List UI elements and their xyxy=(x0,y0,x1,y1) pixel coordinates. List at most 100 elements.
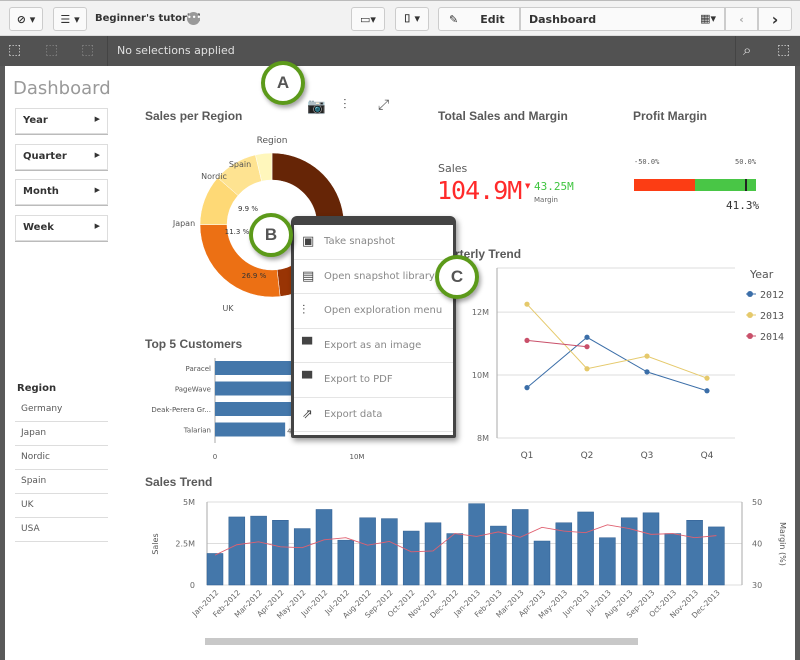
presentation-icon: ▭▾ xyxy=(360,12,376,26)
app-overview-button[interactable]: ☰ ▾ xyxy=(53,7,87,31)
bar xyxy=(708,526,725,586)
bar xyxy=(555,522,573,586)
next-sheet-button[interactable]: › xyxy=(758,7,792,31)
menu-item-take-snapshot[interactable]: ▣ Take snapshot xyxy=(294,225,453,260)
filter-year[interactable]: Year ▶ xyxy=(15,108,108,134)
menu-item-label: Open exploration menu xyxy=(324,305,443,317)
camera-icon: ▣ xyxy=(302,234,315,250)
gauge-max-label: 50.0% xyxy=(735,158,757,166)
step-back-icon[interactable]: ⬚ xyxy=(8,42,22,58)
region-item[interactable]: Spain xyxy=(15,470,108,494)
context-menu: ▣ Take snapshot ▤ Open snapshot library ⫶ Ope… xyxy=(291,216,456,438)
sheet-selector[interactable]: Dashboard ▦▾ xyxy=(520,7,725,31)
profit-margin-title: Profit Margin xyxy=(633,109,707,123)
data-label: 26.9 % xyxy=(242,272,267,280)
menu-item-open-exploration-menu[interactable]: ⫶ Open exploration menu xyxy=(294,294,453,329)
export-data-icon: ⇗ xyxy=(302,406,313,422)
selections-status: No selections applied xyxy=(117,44,235,57)
y2-tick: 50 xyxy=(752,498,762,507)
data-point xyxy=(644,353,650,359)
chevron-right-icon: › xyxy=(771,9,779,29)
legend-label: 2012 xyxy=(760,290,784,301)
data-point xyxy=(584,366,590,372)
x-tick: Q1 xyxy=(521,451,534,461)
gauge-high-band xyxy=(695,179,756,191)
sheet-title: Dashboard xyxy=(13,78,111,99)
region-item[interactable]: Nordic xyxy=(15,446,108,470)
x-tick: 0 xyxy=(213,453,217,461)
expand-icon[interactable]: ⤢ xyxy=(378,97,390,113)
more-icon[interactable]: ••• xyxy=(187,12,201,25)
data-point xyxy=(584,344,590,350)
bar xyxy=(402,530,420,586)
step-forward-icon[interactable]: ⬚ xyxy=(45,42,59,58)
camera-icon[interactable]: 📷 xyxy=(307,97,326,115)
export-image-icon: ▀ xyxy=(302,337,312,353)
sales-trend-title: Sales Trend xyxy=(145,475,213,489)
callout-b: B xyxy=(249,213,293,257)
bar xyxy=(446,533,464,586)
y2-tick: 40 xyxy=(752,540,762,549)
sheet-name: Dashboard xyxy=(529,12,597,26)
filter-label: Year xyxy=(23,115,48,126)
region-item[interactable]: Germany xyxy=(15,398,108,422)
data-point xyxy=(524,301,530,307)
menu-item-open-snapshot-library[interactable]: ▤ Open snapshot library xyxy=(294,260,453,294)
legend-title: Region xyxy=(257,136,288,146)
gauge-value: 41.3% xyxy=(726,199,760,212)
top-customers-title: Top 5 Customers xyxy=(145,337,243,351)
edit-label: Edit xyxy=(480,12,505,26)
filter-month[interactable]: Month ▶ xyxy=(15,179,108,205)
bar xyxy=(424,522,442,586)
sliders-icon[interactable]: ⫶ xyxy=(343,97,347,113)
x-tick: 10M xyxy=(350,453,365,461)
region-item[interactable]: UK xyxy=(15,494,108,518)
legend-marker xyxy=(747,333,753,339)
y-tick: 10M xyxy=(472,371,489,380)
y-tick: 8M xyxy=(477,434,489,443)
navigation-button[interactable]: ⊘ ▾ xyxy=(9,7,43,31)
quarterly-trend-title: rterly Trend xyxy=(455,247,522,261)
bookmarks-button[interactable]: ⌷ ▾ xyxy=(395,7,429,31)
category-label: Deak-Perera Gr... xyxy=(151,406,211,414)
gauge-marker xyxy=(745,179,748,191)
menu-item-export-data[interactable]: ⇗ Export data xyxy=(294,398,453,432)
snapshot-library-icon: ▤ xyxy=(302,268,315,284)
x-tick: Q2 xyxy=(581,451,594,461)
legend-marker xyxy=(747,291,753,297)
sheet-frame xyxy=(0,66,800,660)
filter-week[interactable]: Week ▶ xyxy=(15,214,108,241)
caret-right-icon: ▶ xyxy=(94,150,100,159)
menu-item-export-as-an-image[interactable]: ▀ Export as an image xyxy=(294,329,453,363)
callout-a: A xyxy=(261,61,305,105)
previous-sheet-button[interactable]: ‹ xyxy=(725,7,758,31)
data-point xyxy=(524,337,530,344)
clear-selections-icon[interactable]: ⬚ xyxy=(81,42,95,58)
bar xyxy=(293,528,311,586)
filter-label: Month xyxy=(23,186,59,197)
bar xyxy=(315,509,333,586)
y2-tick: 30 xyxy=(752,581,762,590)
x-tick: Q3 xyxy=(641,451,654,461)
search-icon[interactable]: ⌕ xyxy=(743,41,752,59)
bar xyxy=(577,511,594,586)
smart-search-icon[interactable]: ⬚ xyxy=(777,42,791,58)
menu-item-label: Export data xyxy=(324,408,383,420)
legend-title: Year xyxy=(749,268,774,281)
bar xyxy=(337,539,355,586)
compass-icon: ⊘ ▾ xyxy=(16,12,36,26)
menu-item-export-to-pdf[interactable]: ▀ Export to PDF xyxy=(294,363,453,398)
region-item[interactable]: USA xyxy=(15,518,108,542)
edit-button[interactable]: ✎ Edit xyxy=(438,7,520,31)
menu-item-label: Open snapshot library xyxy=(324,270,435,282)
region-item[interactable]: Japan xyxy=(15,422,108,446)
present-button[interactable]: ▭▾ xyxy=(351,7,385,31)
slice-label: Nordic xyxy=(201,172,227,181)
filter-quarter[interactable]: Quarter ▶ xyxy=(15,143,108,170)
y-tick: 0 xyxy=(190,581,195,590)
bar xyxy=(359,517,376,586)
filter-label: Week xyxy=(23,221,54,233)
category-label: PageWave xyxy=(175,386,211,394)
margin-label: Margin xyxy=(534,196,558,204)
sales-trend-scrollbar[interactable] xyxy=(205,638,638,645)
